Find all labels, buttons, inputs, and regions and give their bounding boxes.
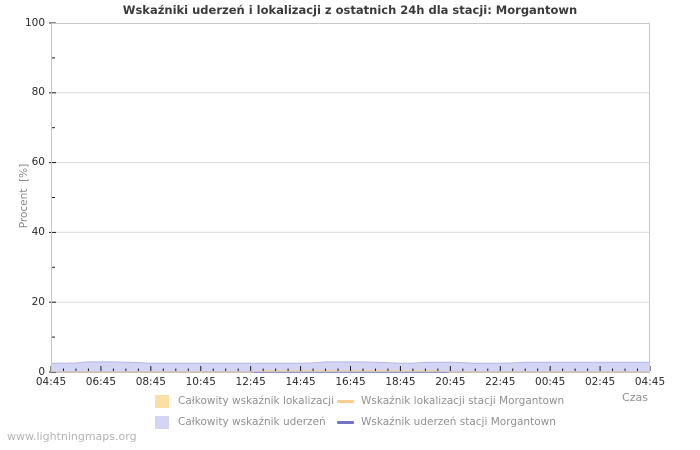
legend-swatch-total-location: [155, 395, 169, 408]
x-tick-label: 08:45: [135, 376, 166, 388]
y-tick-label: 40: [31, 225, 45, 238]
y-tick-label: 0: [38, 365, 45, 378]
legend-swatch-total-strike: [155, 416, 169, 429]
y-tick-label: 100: [24, 16, 45, 29]
legend-label-total-location: Całkowity wskaźnik lokalizacji: [178, 395, 335, 407]
x-axis-title: Czas: [622, 391, 648, 404]
legend-label-total-strike: Całkowity wskaźnik uderzeń: [178, 416, 326, 428]
legend-label-station-strike: Wskaźnik uderzeń stacji Morgantown: [361, 416, 556, 428]
x-tick-label: 02:45: [584, 376, 616, 388]
plot-border: [51, 23, 650, 372]
x-tick-label: 22:45: [485, 376, 516, 388]
x-tick-label: 06:45: [85, 376, 117, 388]
x-tick-label: 00:45: [535, 376, 566, 388]
x-tick-label: 20:45: [435, 376, 466, 388]
legend-label-station-location: Wskaźnik lokalizacji stacji Morgantown: [361, 395, 565, 407]
x-tick-label: 12:45: [235, 376, 266, 388]
x-tick-label: 04:45: [634, 376, 666, 388]
plot-area: [49, 22, 651, 373]
x-tick-label: 14:45: [285, 376, 316, 388]
x-tick-label: 16:45: [335, 376, 366, 388]
y-tick-label: 60: [31, 156, 45, 169]
watermark-link[interactable]: www.lightningmaps.org: [7, 430, 137, 443]
x-tick-label: 18:45: [385, 376, 416, 388]
legend-line-station-strike: [337, 421, 354, 424]
series-area-edge: [51, 361, 650, 364]
chart-svg: [49, 22, 651, 373]
x-tick-label: 10:45: [185, 376, 216, 388]
x-tick-label: 04:45: [35, 376, 67, 388]
y-axis-title: Procent [%]: [18, 163, 30, 229]
y-tick-label: 80: [31, 86, 45, 99]
y-tick-label: 20: [31, 295, 45, 308]
chart-title: Wskaźniki uderzeń i lokalizacji z ostatn…: [122, 3, 578, 17]
legend-line-station-location: [337, 400, 354, 403]
